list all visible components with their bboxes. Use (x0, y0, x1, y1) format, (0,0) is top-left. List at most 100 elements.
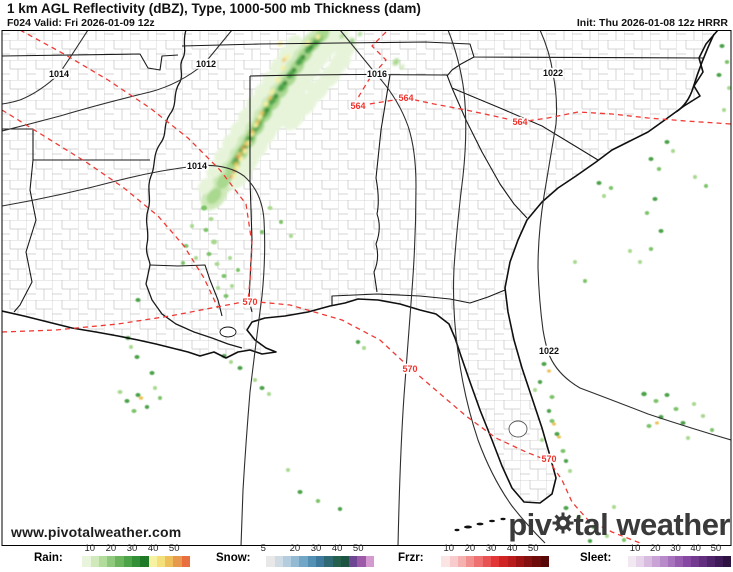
legend-tick: 40 (147, 543, 159, 554)
watermark-url: www.pivotalweather.com (11, 524, 182, 540)
legend-color-segment (482, 556, 491, 567)
legend-color-segment (532, 556, 541, 567)
legend-tick: 20 (105, 543, 117, 554)
legend-snow: Snow: 5 20 30 40 50 (0, 543, 733, 567)
state-borders (2, 30, 704, 349)
legend-color-segment (307, 556, 316, 567)
legend-sleet: Sleet: 10 20 30 40 50 (0, 543, 733, 567)
legend-color-segment (98, 556, 108, 567)
init-time-label: Init: Thu 2026-01-08 12z HRRR (576, 16, 728, 29)
legend-ticks: 5 20 30 40 50 (258, 543, 374, 554)
legend-ticks: 10 20 30 40 50 (74, 543, 190, 554)
pivotal-weather-logo: piv tal weather (508, 507, 730, 543)
florida-keys (454, 517, 506, 532)
legend-tick: 20 (650, 543, 661, 554)
legend-ticks: 10 20 30 40 50 (620, 543, 731, 554)
legend-color-segment (540, 556, 549, 567)
legend-color-segment (90, 556, 99, 567)
legend-color-segment (627, 556, 636, 567)
legend-tick: 30 (310, 543, 322, 554)
legend-color-segment (490, 556, 500, 567)
legend-frzr: Frzr: 10 20 30 40 50 (0, 543, 733, 567)
legend-tick: 30 (126, 543, 138, 554)
legend-color-segment (123, 556, 132, 567)
legend-label: Rain: (34, 552, 63, 564)
legend-tick: 40 (690, 543, 701, 554)
legend-color-segment (266, 556, 275, 567)
legend-color-segment (315, 556, 325, 567)
legend-color-segment (515, 556, 525, 567)
legend-color-segment (499, 556, 508, 567)
legend-color-segment (140, 556, 149, 567)
legend-color-segment (722, 556, 731, 567)
legend-color-segment (449, 556, 458, 567)
isobar-label: 1022 (543, 68, 563, 78)
legend-color-segment (365, 556, 374, 567)
legend-tick: 10 (629, 543, 641, 554)
isobar-label: 1016 (367, 69, 387, 79)
legend-color-segment (643, 556, 652, 567)
legend-tick: 50 (168, 543, 180, 554)
legend-color-segment (651, 556, 660, 567)
legend-color-segment (258, 556, 267, 567)
legend-color-segment (340, 556, 350, 567)
legend-tick: 50 (710, 543, 722, 554)
legend-color-segment (675, 556, 684, 567)
thickness-contours (2, 30, 731, 544)
legend-tick: 30 (670, 543, 681, 554)
legend-color-segment (507, 556, 516, 567)
legend-color-segment (357, 556, 366, 567)
logo-text-suffix: tal weather (573, 507, 731, 542)
legend-color-segment (433, 556, 442, 567)
legend-color-segment (148, 556, 157, 567)
legend-color-segment (324, 556, 333, 567)
thickness-label: 570 (242, 297, 257, 307)
isobar-label: 1014 (49, 69, 69, 79)
legend-color-segment (291, 556, 300, 567)
legend-ticks: 10 20 30 40 50 (433, 543, 549, 554)
land-counties (2, 30, 718, 503)
legend-color-segment (699, 556, 708, 567)
legend-colorbar (433, 556, 549, 567)
legend-tick: 40 (506, 543, 518, 554)
legend-color-segment (173, 556, 182, 567)
legend-color-segment (635, 556, 644, 567)
isobar-label: 1014 (187, 161, 207, 171)
legend-tick: 10 (84, 543, 96, 554)
legend-color-segment (156, 556, 166, 567)
gear-icon (552, 507, 574, 543)
legend-tick: 50 (352, 543, 364, 554)
legend-color-segment (181, 556, 190, 567)
isobar-contours (2, 30, 731, 546)
lake-okeechobee (508, 420, 528, 438)
legend-color-segment (683, 556, 692, 567)
legend-tick: 10 (443, 543, 455, 554)
thickness-label: 564 (398, 93, 413, 103)
legend-color-segment (165, 556, 174, 567)
legend-tick: 40 (331, 543, 343, 554)
thickness-label: 564 (350, 101, 365, 111)
legend-color-segment (441, 556, 450, 567)
legend-color-segment (691, 556, 700, 567)
legend-color-segment (659, 556, 668, 567)
mississippi-river (145, 30, 243, 349)
isobar-label: 1012 (196, 59, 216, 69)
legend-tick: 20 (464, 543, 476, 554)
valid-time-label: F024 Valid: Fri 2026-01-09 12z (7, 16, 155, 29)
legend-colorbar (620, 556, 731, 567)
legend-label: Sleet: (580, 552, 612, 564)
legend-colorbar (74, 556, 190, 567)
legend-color-segment (667, 556, 676, 567)
thickness-label: 570 (541, 454, 556, 464)
legend-color-segment (274, 556, 283, 567)
legend-color-segment (332, 556, 341, 567)
barrier-islands (675, 33, 715, 113)
legend-label: Frzr: (398, 552, 424, 564)
legend-tick: 5 (260, 543, 266, 554)
thickness-label: 564 (512, 117, 527, 127)
legend-tick: 20 (289, 543, 301, 554)
legend-color-segment (620, 556, 628, 567)
legend-tick: 30 (485, 543, 497, 554)
